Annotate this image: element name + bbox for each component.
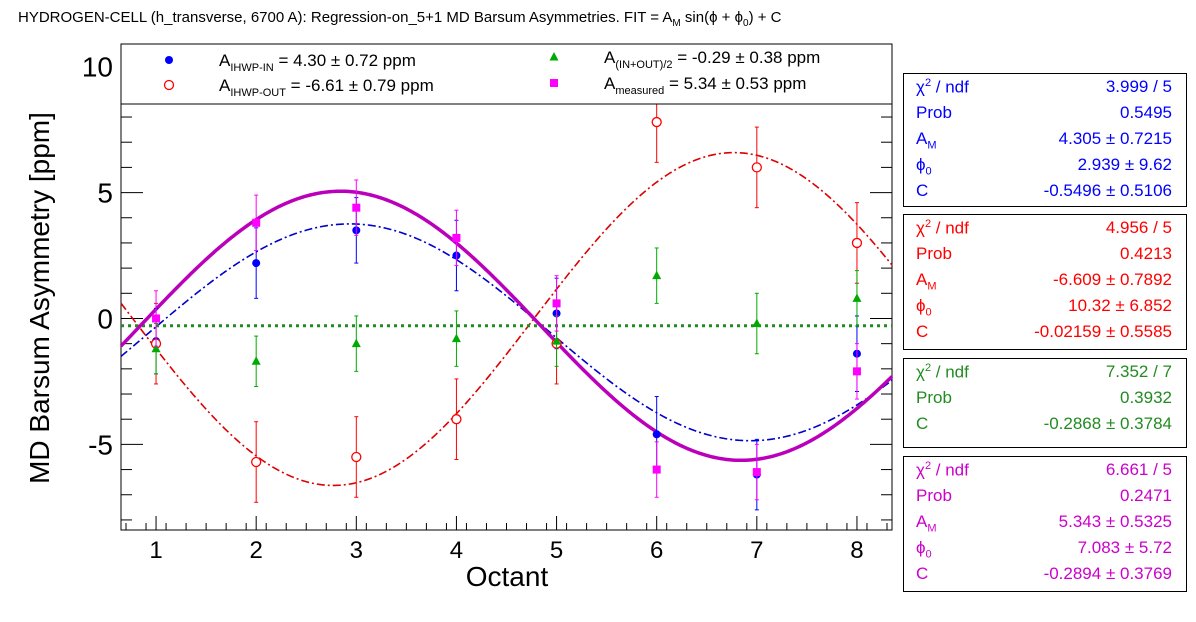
- x-axis-label: Octant: [466, 561, 549, 592]
- y-tick-label: 0: [97, 303, 113, 334]
- x-tick-label: 4: [450, 537, 463, 564]
- plot-canvas: 1 2 3 4 5 6 7 8 -5 0 5 10 Octant MD Barsum Asymmetr…: [24, 43, 894, 592]
- data-point-measured: [752, 468, 761, 477]
- legend-label-out: AIHWP-OUT = -6.61 ± 0.79 ppm: [219, 76, 434, 99]
- stats-box-in: χ2 / ndf 3.999 / 5 Prob 0.5495 AM 4.305 ± 0…: [903, 73, 1187, 207]
- data-point-in: [652, 430, 661, 439]
- data-point-out: [751, 162, 762, 173]
- data-point-in: [252, 259, 261, 268]
- data-point-measured: [652, 465, 661, 474]
- x-tick-label: 5: [550, 537, 563, 564]
- legend-marker-measured: [550, 79, 558, 87]
- x-tick-label: 6: [650, 537, 663, 564]
- stats-box-sum: χ2 / ndf 7.352 / 7 Prob 0.3932 C -0.2868 ± …: [903, 358, 1187, 448]
- y-axis-label: MD Barsum Asymmetry [ppm]: [24, 112, 55, 484]
- data-point-out: [251, 456, 262, 468]
- data-point-sum: [652, 270, 662, 280]
- fit-curve-measured: [119, 189, 894, 463]
- data-point-out: [451, 414, 462, 425]
- legend-marker-out: [163, 79, 175, 91]
- data-point-sum: [451, 333, 461, 343]
- data-point-sum: [852, 293, 862, 302]
- data-point-measured: [252, 218, 261, 227]
- data-point-sum: [752, 318, 762, 328]
- data-point-out: [651, 116, 662, 128]
- x-tick-label: 2: [249, 537, 262, 564]
- legend-label-sum: A(IN+OUT)/2 = -0.29 ± 0.38 ppm: [604, 48, 820, 71]
- data-point-measured: [152, 314, 161, 323]
- data-points: [150, 81, 863, 511]
- data-point-measured: [352, 203, 361, 212]
- fit-curves: [119, 151, 894, 487]
- data-point-sum: [351, 338, 361, 348]
- data-point-measured: [852, 367, 861, 376]
- stats-box-out: χ2 / ndf 4.956 / 5 Prob 0.4213 AM -6.609 ± …: [903, 214, 1187, 350]
- data-point-sum: [251, 356, 261, 365]
- fit-curve-out: [120, 151, 893, 487]
- legend-label-in: AIHWP-IN = 4.30 ± 0.72 ppm: [219, 51, 416, 74]
- x-tick-label: 8: [850, 537, 863, 564]
- data-point-out: [351, 451, 362, 463]
- x-tick-label: 3: [350, 537, 363, 564]
- data-point-measured: [452, 233, 461, 242]
- data-point-sum: [151, 343, 161, 353]
- legend-marker-in: [165, 56, 173, 64]
- data-point-sum: [552, 336, 562, 345]
- y-tick-label: -5: [88, 429, 113, 460]
- y-tick-label: 5: [97, 178, 113, 209]
- axis-ticks: 1 2 3 4 5 6 7 8 -5 0 5 10: [82, 44, 892, 564]
- legend-marker-sum: [549, 52, 559, 61]
- legend-box: [120, 43, 893, 105]
- plot-frame: [120, 43, 893, 531]
- stats-box-measured: χ2 / ndf 6.661 / 5 Prob 0.2471 AM 5.343 ± 0…: [903, 456, 1187, 592]
- x-tick-label: 1: [149, 537, 162, 564]
- legend-label-measured: Ameasured = 5.34 ± 0.53 ppm: [604, 74, 806, 97]
- data-point-out: [851, 237, 863, 249]
- chart-title: HYDROGEN-CELL (h_transverse, 6700 A): Re…: [18, 9, 782, 29]
- y-tick-label: 10: [82, 52, 113, 83]
- fit-curve-in: [120, 223, 893, 442]
- data-point-measured: [552, 299, 561, 308]
- x-tick-label: 7: [750, 537, 763, 564]
